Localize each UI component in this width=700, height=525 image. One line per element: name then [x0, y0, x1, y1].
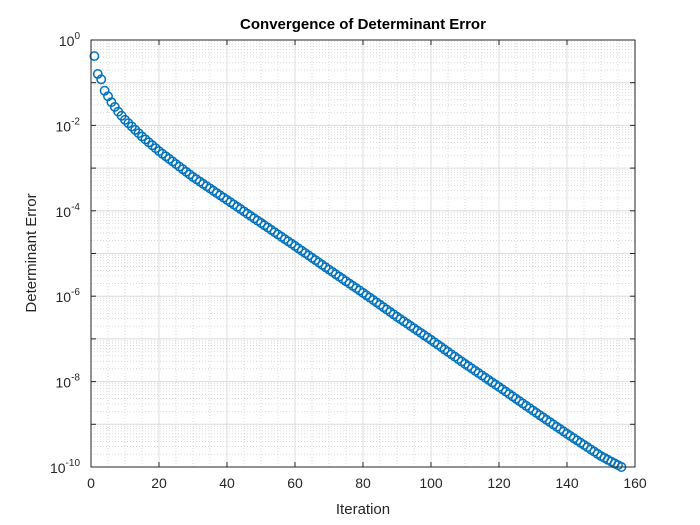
x-tick-label: 20 [151, 475, 167, 491]
y-tick-label: 10-2 [56, 116, 81, 134]
x-tick-label: 100 [419, 475, 443, 491]
y-tick-exponent: -10 [66, 458, 81, 469]
x-tick-labels: 0 20 40 60 80 100 120 140 160 [87, 475, 647, 491]
y-tick-exponent: -6 [71, 287, 80, 298]
data-point [89, 51, 100, 62]
y-tick-base: 10 [56, 289, 72, 305]
x-tick-label: 0 [87, 475, 95, 491]
y-tick-exponent: -2 [71, 116, 80, 127]
y-tick-base: 10 [56, 375, 72, 391]
chart-title: Convergence of Determinant Error [240, 16, 486, 33]
y-tick-label: 10-6 [56, 287, 81, 305]
y-tick-label: 10-8 [56, 373, 81, 391]
data-point [96, 74, 107, 85]
x-tick-label: 160 [623, 475, 647, 491]
y-tick-base: 10 [50, 460, 66, 476]
y-tick-label: 100 [59, 31, 81, 49]
y-tick-label: 10-10 [50, 458, 80, 476]
y-tick-base: 10 [56, 204, 72, 220]
data-series [89, 51, 627, 472]
x-tick-label: 80 [355, 475, 371, 491]
x-tick-label: 140 [555, 475, 579, 491]
y-tick-label: 10-4 [56, 202, 81, 220]
x-tick-label: 40 [219, 475, 235, 491]
y-tick-exponent: -4 [71, 202, 80, 213]
y-tick-exponent: 0 [74, 31, 80, 42]
y-tick-base: 10 [56, 118, 72, 134]
x-tick-label: 120 [487, 475, 511, 491]
y-tick-base: 10 [59, 33, 75, 49]
ticks [90, 39, 636, 468]
x-axis-label: Iteration [336, 501, 390, 518]
y-axis-label: Determinant Error [23, 193, 40, 312]
y-tick-exponent: -8 [71, 373, 80, 384]
x-tick-label: 60 [287, 475, 303, 491]
